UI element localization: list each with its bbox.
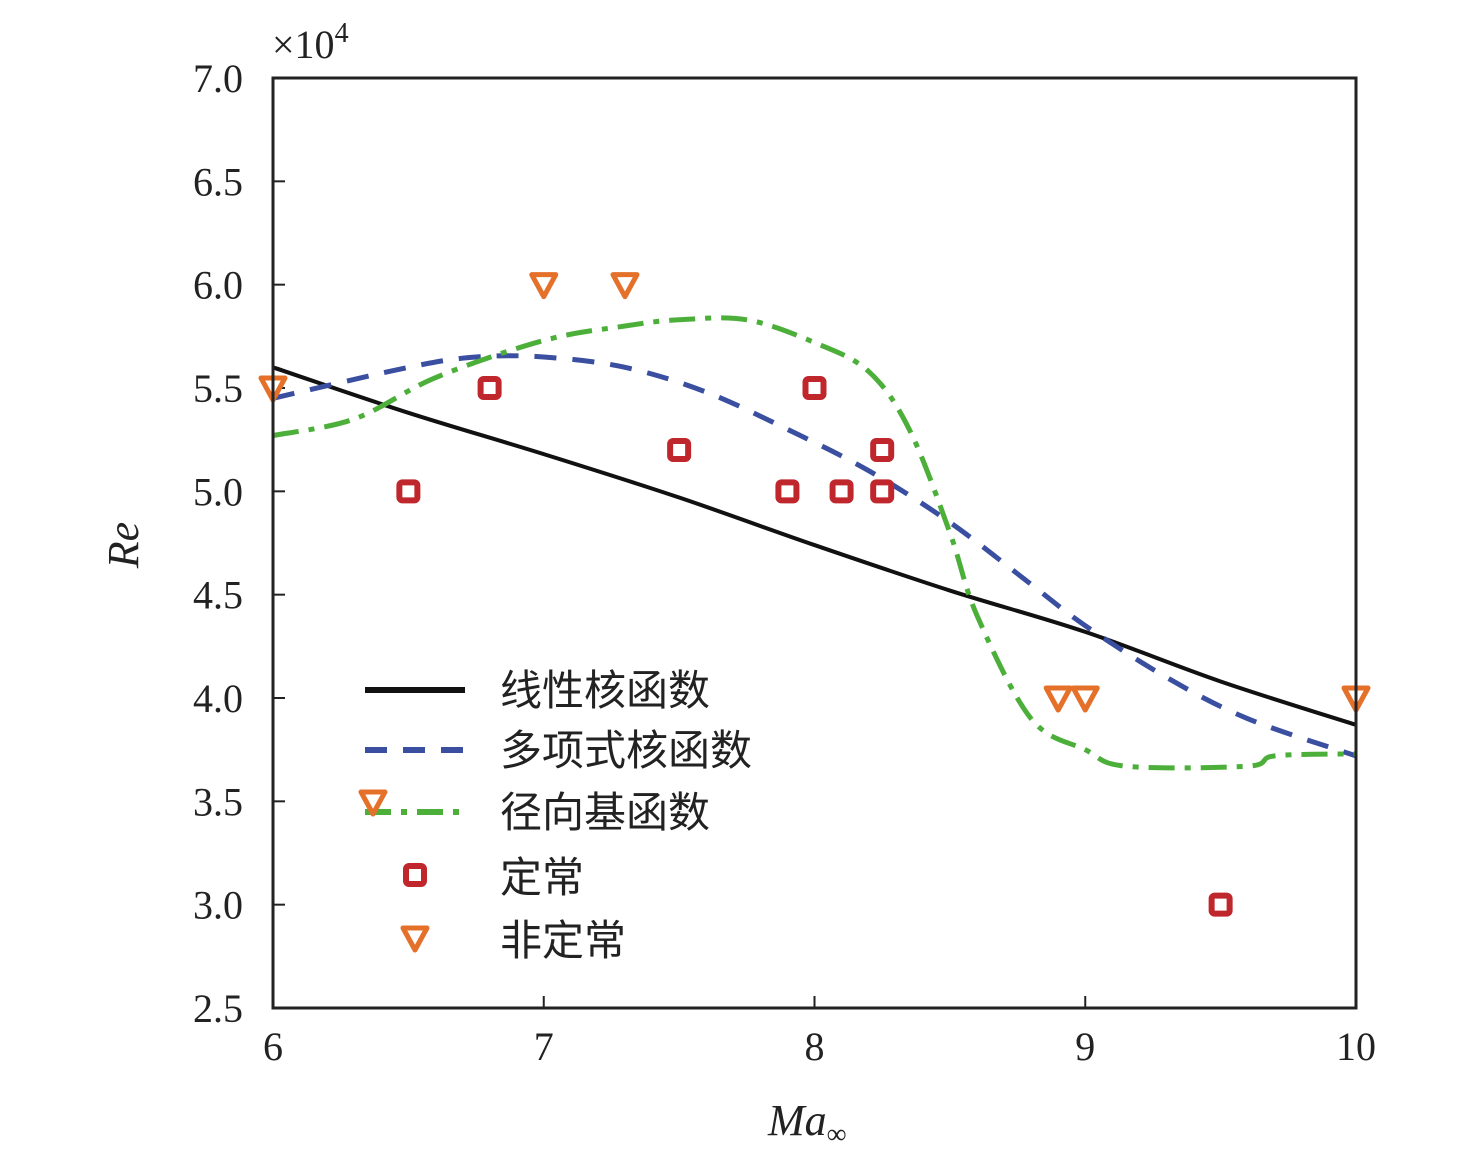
series-line-0 (273, 365, 1356, 727)
legend-marker-triangle-down (400, 925, 430, 953)
x-axis-label: Ma∞ (767, 1096, 847, 1150)
plot-frame (271, 76, 1358, 1010)
y-tick-label: 3.0 (193, 883, 243, 928)
unsteady-point (1070, 685, 1100, 713)
y-axis-label: Re (99, 522, 148, 569)
unsteady-point (529, 272, 559, 300)
y-tick-label: 4.5 (193, 573, 243, 618)
series-line-1 (273, 353, 1356, 759)
unsteady-point (610, 272, 640, 300)
y-tick-label: 6.0 (193, 263, 243, 308)
x-tick-label: 8 (805, 1024, 825, 1069)
x-tick-label: 10 (1336, 1024, 1376, 1069)
steady-point (829, 479, 854, 504)
steady-point (477, 376, 502, 400)
y-multiplier: ×104 (272, 18, 349, 67)
x-tick-label: 9 (1075, 1024, 1095, 1069)
x-tick-label: 6 (263, 1024, 283, 1069)
steady-point (802, 376, 827, 400)
y-tick-label: 2.5 (193, 986, 243, 1031)
legend-label: 非定常 (500, 916, 626, 965)
x-axis-label-sub: ∞ (827, 1119, 847, 1150)
steady-point (870, 479, 895, 504)
x-tick-label: 7 (534, 1024, 554, 1069)
legend-marker-square (403, 863, 427, 887)
y-tick-label: 3.5 (193, 779, 243, 824)
y-tick-label: 5.0 (193, 469, 243, 514)
y-tick-label: 7.0 (193, 56, 243, 101)
legend-label: 径向基函数 (500, 788, 710, 837)
steady-point (1208, 892, 1233, 917)
y-tick-label: 6.5 (193, 159, 243, 204)
legend-label: 多项式核函数 (500, 726, 752, 775)
legend-label: 定常 (500, 853, 584, 902)
legend-label: 线性核函数 (500, 666, 710, 715)
unsteady-point (1043, 685, 1073, 713)
legend-marker-triangle (358, 789, 388, 817)
y-tick-label: 5.5 (193, 366, 243, 411)
steady-point (870, 438, 895, 462)
steady-point (667, 438, 692, 462)
steady-point (396, 479, 421, 504)
steady-point (775, 479, 800, 504)
y-multiplier-exp: 4 (335, 18, 349, 49)
y-tick-label: 4.0 (193, 676, 243, 721)
